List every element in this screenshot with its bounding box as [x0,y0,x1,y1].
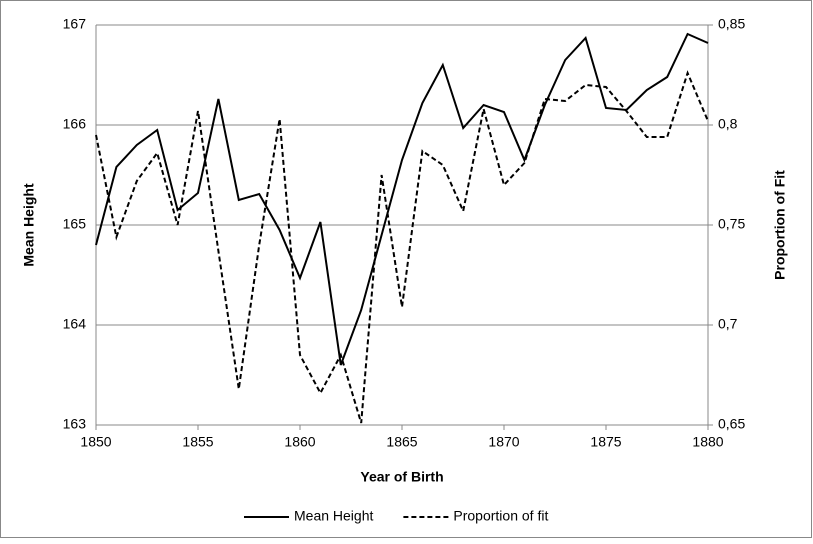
legend-label: Mean Height [294,508,373,524]
y-tick-label: 163 [63,416,87,432]
y2-tick-label: 0,7 [718,316,738,332]
x-tick-label: 1865 [386,434,417,450]
x-tick-label: 1850 [80,434,111,450]
y2-tick-label: 0,8 [718,116,738,132]
y-tick-label: 166 [63,116,87,132]
y2-tick-label: 0,85 [718,16,745,32]
y-axis-title: Mean Height [21,183,37,267]
data-line [95,70,709,424]
legend-label: Proportion of fit [453,508,548,524]
x-tick-label: 1860 [284,434,315,450]
y-tick-label: 167 [63,16,87,32]
y2-tick-label: 0,75 [718,216,745,232]
y-tick-label: 165 [63,216,87,232]
y2-tick-label: 0,65 [718,416,745,432]
data-line [95,32,709,366]
y2-axis-title: Proportion of Fit [772,170,788,280]
x-tick-label: 1875 [590,434,621,450]
x-tick-label: 1880 [692,434,723,450]
x-axis-title: Year of Birth [360,469,443,485]
x-tick-label: 1870 [488,434,519,450]
y-tick-label: 164 [63,316,87,332]
x-tick-label: 1855 [182,434,213,450]
